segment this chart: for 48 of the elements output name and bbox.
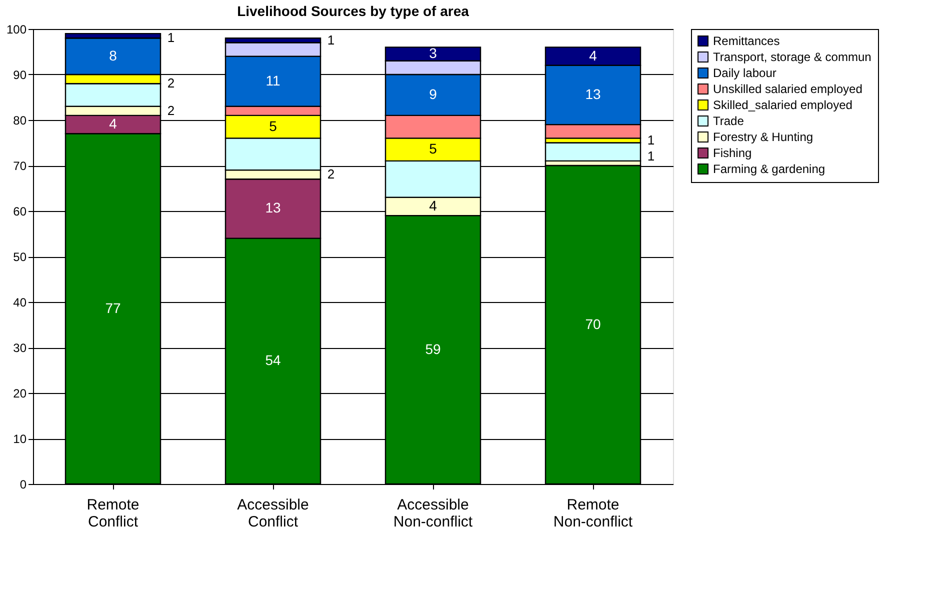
y-tick-label: 80 [13, 114, 27, 128]
legend-label: Trade [713, 114, 744, 128]
data-label: 4 [429, 197, 438, 214]
x-tick-label: Accessible Non-conflict [393, 496, 474, 530]
y-tick-label: 70 [13, 159, 27, 173]
bar [544, 142, 642, 162]
data-label: 1 [647, 148, 655, 164]
data-label: 4 [109, 116, 118, 132]
legend-label: Farming & gardening [713, 162, 826, 176]
y-tick-label: 20 [13, 386, 27, 400]
y-tick-label: 90 [13, 68, 27, 82]
legend-label: Fishing [713, 146, 752, 160]
data-label: 5 [429, 140, 438, 157]
data-label: 70 [585, 316, 601, 332]
data-label: 9 [429, 86, 438, 102]
chart-title: Livelihood Sources by type of area [237, 3, 470, 19]
data-label: 1 [167, 30, 175, 45]
data-label: 11 [266, 72, 280, 88]
legend-label: Forestry & Hunting [713, 130, 814, 144]
legend-label: Unskilled salaried employed [713, 82, 862, 96]
data-label: 59 [425, 340, 441, 357]
data-label: 2 [327, 166, 335, 182]
data-label: 13 [265, 200, 281, 216]
y-tick-label: 30 [13, 341, 27, 355]
y-tick-label: 60 [13, 204, 27, 218]
data-label: 2 [167, 102, 175, 118]
legend-label: Skilled_salaried employed [713, 98, 852, 112]
legend-label: Remittances [713, 34, 780, 48]
y-tick-label: 50 [13, 250, 27, 264]
legend-label: Transport, storage & commun [713, 50, 872, 64]
data-label: 8 [109, 47, 118, 64]
data-label: 77 [105, 300, 121, 316]
y-tick-label: 40 [13, 296, 27, 310]
data-label: 2 [167, 76, 175, 90]
x-tick-label: Remote Non-conflict [553, 496, 634, 530]
y-tick-label: 100 [6, 22, 27, 36]
y-tick-label: 10 [13, 432, 27, 446]
data-label: 1 [647, 132, 655, 148]
data-label: 1 [327, 32, 335, 48]
legend-label: Daily labour [713, 66, 776, 80]
data-label: 54 [265, 352, 281, 368]
data-label: 4 [589, 47, 598, 64]
y-tick-label: 0 [20, 478, 27, 492]
data-label: 13 [585, 86, 601, 102]
x-tick-label: Accessible Conflict [237, 496, 309, 530]
data-label: 5 [269, 118, 278, 134]
x-tick-label: Remote Conflict [86, 496, 140, 530]
data-label: 3 [429, 45, 438, 62]
